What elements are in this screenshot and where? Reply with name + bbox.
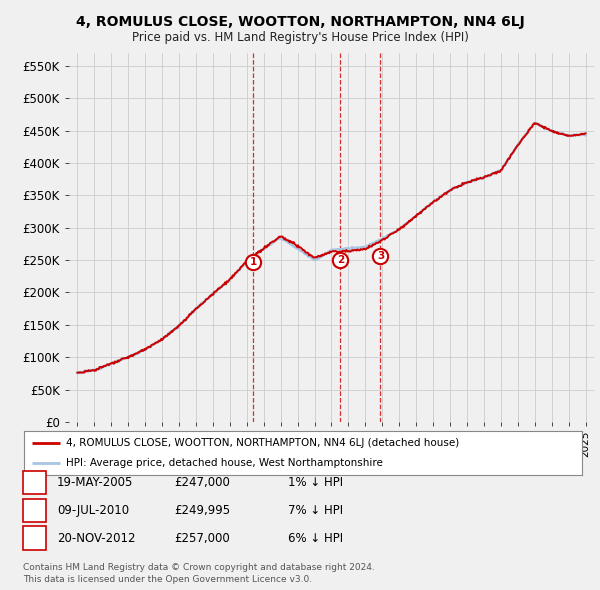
Text: 2: 2	[30, 504, 38, 517]
Text: 1: 1	[250, 257, 257, 267]
Text: £249,995: £249,995	[174, 504, 230, 517]
Text: 09-JUL-2010: 09-JUL-2010	[57, 504, 129, 517]
Text: 20-NOV-2012: 20-NOV-2012	[57, 532, 136, 545]
Text: 19-MAY-2005: 19-MAY-2005	[57, 476, 133, 489]
Text: 4, ROMULUS CLOSE, WOOTTON, NORTHAMPTON, NN4 6LJ (detached house): 4, ROMULUS CLOSE, WOOTTON, NORTHAMPTON, …	[66, 438, 459, 448]
Text: 4, ROMULUS CLOSE, WOOTTON, NORTHAMPTON, NN4 6LJ: 4, ROMULUS CLOSE, WOOTTON, NORTHAMPTON, …	[76, 15, 524, 29]
Text: 7% ↓ HPI: 7% ↓ HPI	[288, 504, 343, 517]
Text: Price paid vs. HM Land Registry's House Price Index (HPI): Price paid vs. HM Land Registry's House …	[131, 31, 469, 44]
Text: 6% ↓ HPI: 6% ↓ HPI	[288, 532, 343, 545]
Text: 1: 1	[30, 476, 38, 489]
Text: This data is licensed under the Open Government Licence v3.0.: This data is licensed under the Open Gov…	[23, 575, 312, 584]
Text: 1% ↓ HPI: 1% ↓ HPI	[288, 476, 343, 489]
Text: 3: 3	[30, 532, 38, 545]
Text: HPI: Average price, detached house, West Northamptonshire: HPI: Average price, detached house, West…	[66, 458, 383, 468]
Text: £247,000: £247,000	[174, 476, 230, 489]
Text: 2: 2	[337, 255, 344, 265]
Text: Contains HM Land Registry data © Crown copyright and database right 2024.: Contains HM Land Registry data © Crown c…	[23, 563, 374, 572]
Text: 3: 3	[377, 251, 384, 261]
Text: £257,000: £257,000	[174, 532, 230, 545]
